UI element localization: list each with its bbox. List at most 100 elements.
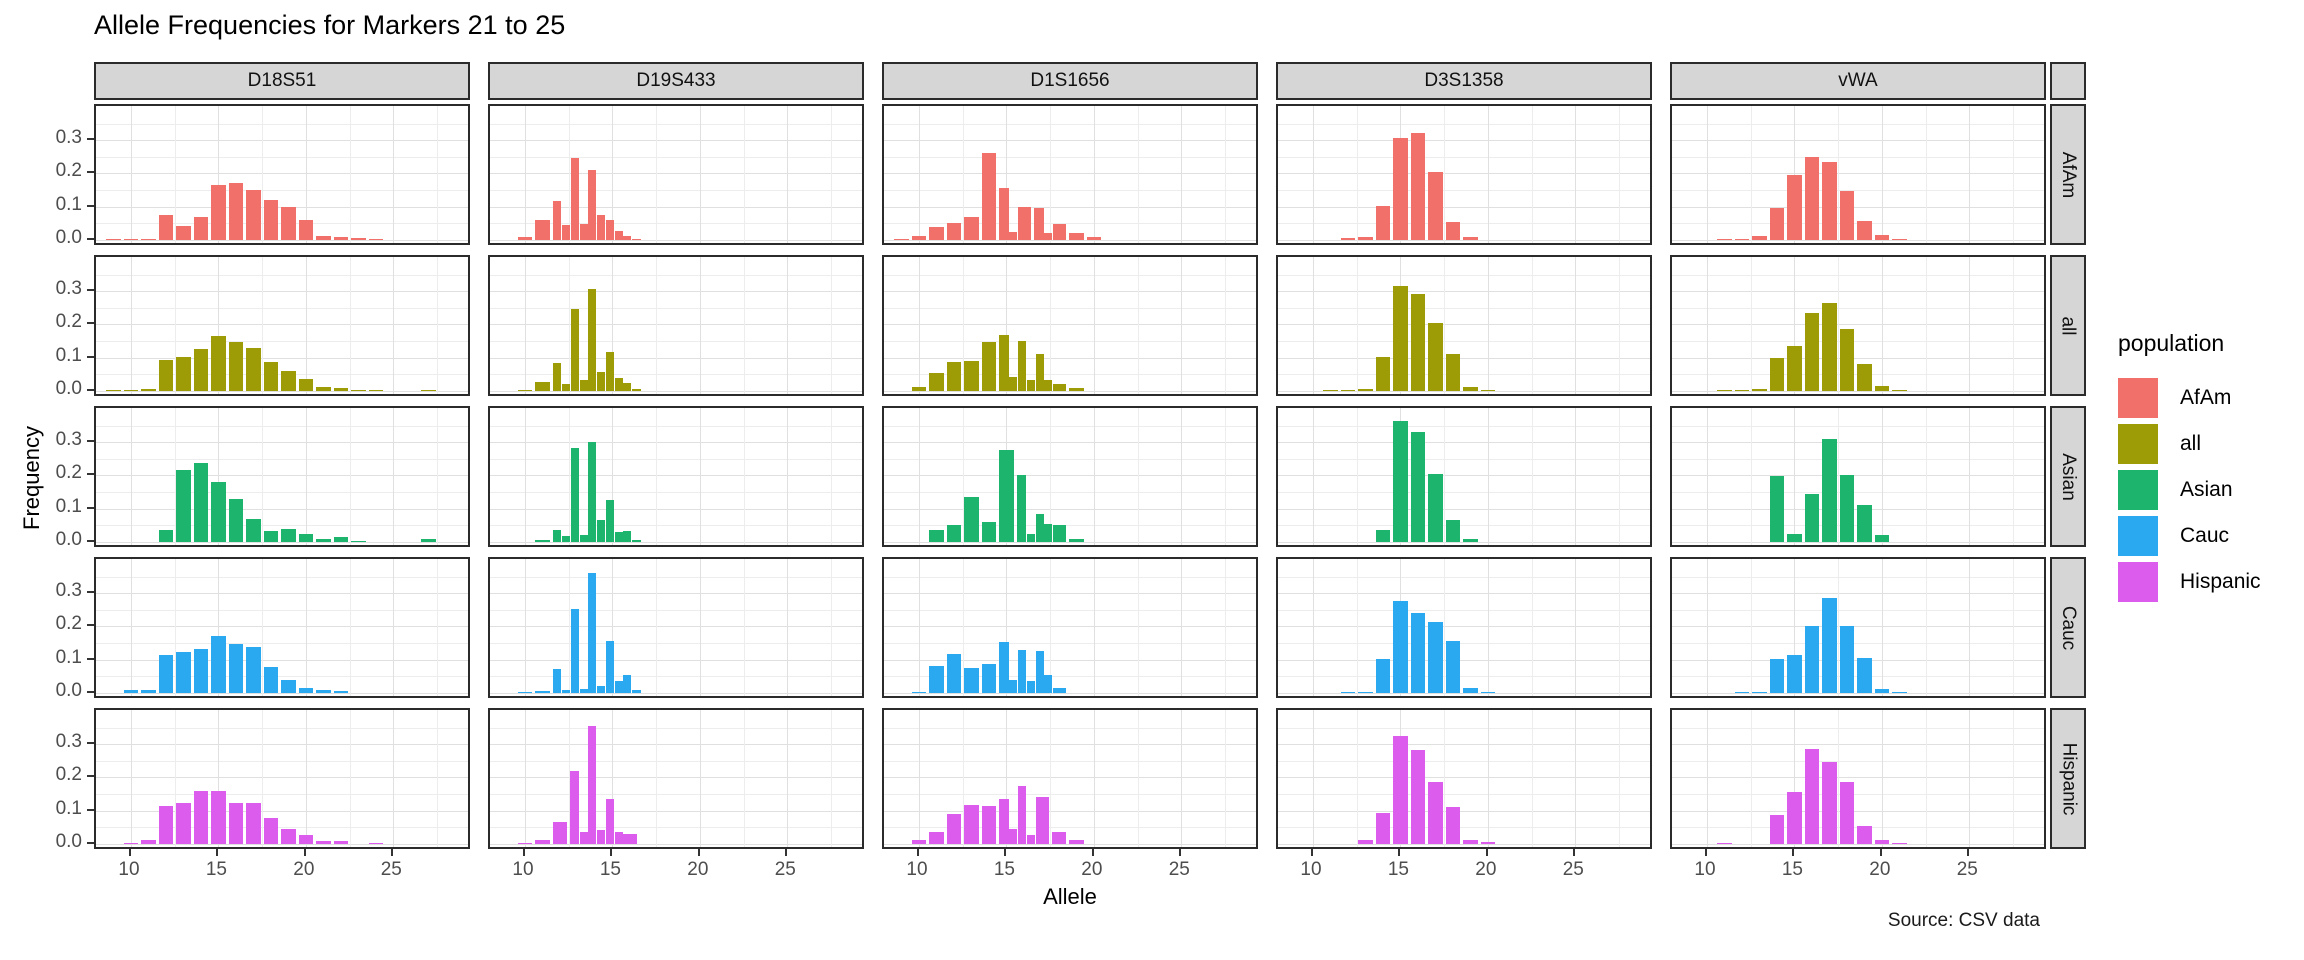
bar-D19S433-all-12 bbox=[552, 362, 562, 391]
x-tick-mark bbox=[1879, 849, 1882, 856]
gridline bbox=[743, 257, 745, 394]
gridline bbox=[884, 593, 1256, 595]
gridline bbox=[262, 408, 264, 545]
bar-D1S1656-Asian-13 bbox=[964, 497, 979, 542]
gridline bbox=[884, 324, 1256, 326]
gridline bbox=[1278, 508, 1650, 510]
bar-D19S433-AfAm-13 bbox=[570, 158, 579, 240]
gridline bbox=[96, 291, 468, 293]
x-tick-label: 15 bbox=[1781, 859, 1803, 880]
gridline bbox=[96, 425, 468, 427]
gridline bbox=[612, 559, 614, 696]
x-tick-label: 15 bbox=[205, 859, 227, 880]
bar-D18S51-Cauc-14 bbox=[193, 648, 209, 693]
gridline bbox=[305, 257, 307, 394]
gridline bbox=[1278, 274, 1650, 276]
bar-vWA-Asian-15 bbox=[1787, 533, 1802, 542]
bar-D3S1358-all-19 bbox=[1463, 387, 1478, 391]
bar-D19S433-Cauc-12 bbox=[552, 669, 562, 693]
bar-D19S433-AfAm-15.2 bbox=[614, 231, 623, 240]
bar-D1S1656-Asian-12 bbox=[946, 525, 962, 542]
bar-D18S51-all-15 bbox=[211, 336, 226, 391]
gridline bbox=[1672, 492, 2044, 493]
gridline bbox=[1575, 106, 1577, 243]
y-tick-label: 0.1 bbox=[55, 344, 82, 366]
x-tick-label: 15 bbox=[599, 859, 621, 880]
legend-items: AfAm all Asian Cauc Hispanic bbox=[2118, 375, 2304, 605]
bar-D19S433-Hispanic-14 bbox=[588, 725, 597, 844]
gridline bbox=[962, 710, 964, 847]
gridline bbox=[656, 710, 658, 847]
bar-D18S51-AfAm-17 bbox=[246, 190, 261, 240]
facet-row-strip-AfAm: AfAm bbox=[2050, 104, 2086, 245]
gridline bbox=[1278, 190, 1650, 191]
gridline bbox=[884, 643, 1256, 644]
bar-vWA-all-13 bbox=[1752, 389, 1767, 391]
gridline bbox=[437, 408, 438, 545]
gridline bbox=[1093, 257, 1095, 394]
bar-vWA-all-14 bbox=[1769, 357, 1785, 391]
gridline bbox=[96, 357, 468, 359]
gridline bbox=[96, 593, 468, 595]
gridline bbox=[884, 240, 1256, 241]
y-tick-label: 0.0 bbox=[55, 227, 82, 248]
y-tick-label: 0.3 bbox=[55, 127, 82, 149]
gridline bbox=[919, 106, 920, 243]
gridline bbox=[1050, 257, 1052, 394]
legend-item-Hispanic: Hispanic bbox=[2118, 559, 2304, 605]
chart-title: Allele Frequencies for Markers 21 to 25 bbox=[94, 10, 566, 40]
gridline bbox=[1487, 257, 1489, 394]
bar-D19S433-all-10 bbox=[517, 389, 533, 391]
gridline bbox=[962, 257, 964, 394]
bar-D1S1656-all-15 bbox=[999, 335, 1009, 391]
bar-D18S51-Asian-12 bbox=[158, 530, 174, 542]
gridline bbox=[1278, 307, 1650, 309]
bar-D1S1656-AfAm-15.3 bbox=[1009, 231, 1018, 240]
gridline bbox=[1672, 794, 2044, 795]
gridline bbox=[743, 559, 745, 696]
bar-D18S51-AfAm-16 bbox=[228, 183, 244, 240]
gridline bbox=[919, 559, 920, 696]
bar-D18S51-all-12 bbox=[158, 360, 174, 391]
bar-D18S51-all-23 bbox=[351, 389, 366, 391]
gridline bbox=[1672, 173, 2044, 175]
gridline bbox=[1278, 173, 1650, 175]
x-tick-mark bbox=[391, 849, 394, 856]
bar-D19S433-Cauc-10 bbox=[517, 691, 533, 693]
gridline bbox=[96, 324, 468, 326]
x-tick-label: 20 bbox=[293, 859, 315, 880]
gridline bbox=[884, 291, 1256, 293]
gridline bbox=[262, 559, 264, 696]
bar-D19S433-all-16.2 bbox=[632, 389, 641, 391]
gridline bbox=[1672, 727, 2044, 729]
gridline bbox=[1278, 626, 1650, 628]
gridline bbox=[96, 391, 468, 392]
gridline bbox=[490, 173, 862, 175]
gridline bbox=[1006, 559, 1008, 696]
x-tick-label: 20 bbox=[1869, 859, 1891, 880]
x-tick-mark bbox=[610, 849, 613, 856]
bar-D1S1656-Hispanic-16.3 bbox=[1026, 835, 1035, 844]
gridline bbox=[1225, 559, 1226, 696]
gridline bbox=[1969, 106, 1971, 243]
x-tick-mark bbox=[1485, 849, 1488, 856]
bar-D1S1656-AfAm-11 bbox=[929, 226, 944, 240]
bar-D3S1358-all-16 bbox=[1410, 294, 1426, 391]
bar-D19S433-Cauc-11 bbox=[535, 691, 550, 693]
gridline bbox=[1278, 223, 1650, 225]
bar-vWA-AfAm-16 bbox=[1804, 156, 1820, 241]
bar-D18S51-Hispanic-22 bbox=[333, 840, 349, 844]
gridline bbox=[490, 458, 862, 460]
bar-D3S1358-Cauc-16 bbox=[1410, 613, 1426, 693]
bar-D1S1656-Cauc-17.3 bbox=[1044, 675, 1053, 693]
bar-D19S433-Asian-14 bbox=[588, 442, 597, 542]
gridline bbox=[787, 559, 789, 696]
gridline bbox=[1672, 156, 2044, 158]
gridline bbox=[490, 643, 862, 644]
bar-D3S1358-Asian-19 bbox=[1463, 538, 1478, 542]
gridline bbox=[1225, 710, 1226, 847]
bar-D3S1358-Hispanic-18 bbox=[1445, 806, 1461, 844]
bar-D1S1656-all-18 bbox=[1053, 383, 1067, 391]
bar-D19S433-all-14.2 bbox=[597, 371, 605, 391]
bar-D1S1656-Cauc-12 bbox=[946, 653, 962, 693]
